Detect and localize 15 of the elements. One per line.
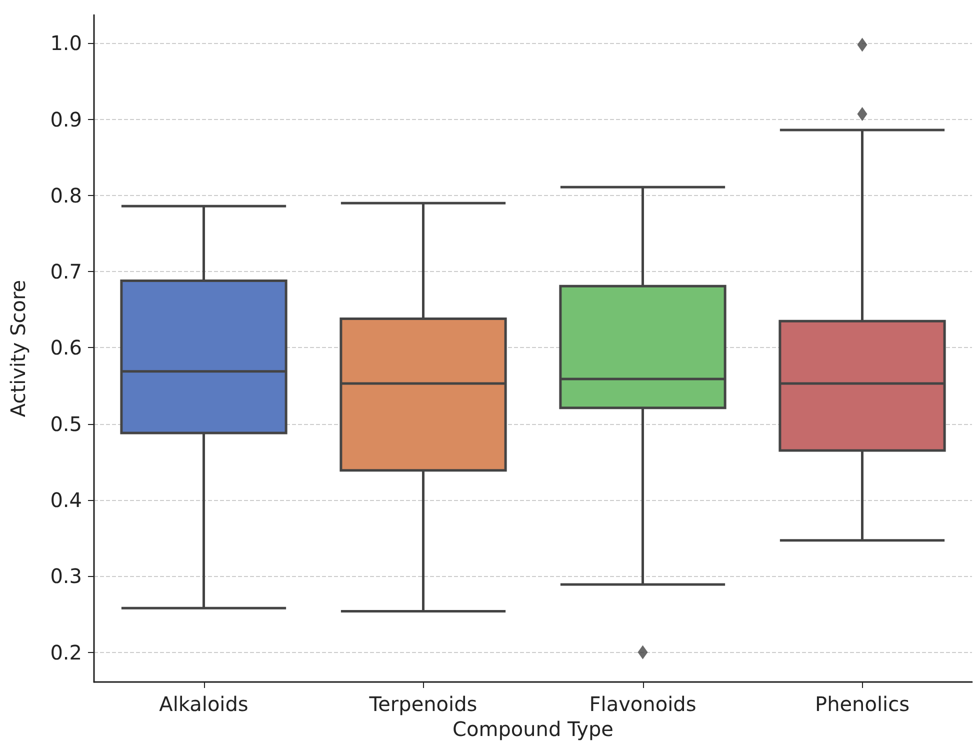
- x-axis-title: Compound Type: [452, 716, 614, 741]
- y-tick-label: 0.3: [50, 564, 82, 588]
- y-tick-label: 0.7: [50, 260, 82, 284]
- y-tick-label: 0.9: [50, 107, 82, 132]
- y-tick-label: 0.6: [50, 336, 82, 360]
- y-tick-label: 0.8: [50, 183, 82, 208]
- y-tick-label: 0.5: [50, 412, 82, 436]
- x-tick-label: Terpenoids: [368, 692, 478, 716]
- y-tick-label: 0.2: [50, 640, 82, 664]
- x-tick-label: Alkaloids: [159, 692, 248, 716]
- y-tick-label: 0.4: [50, 488, 82, 512]
- x-tick-label: Phenolics: [815, 692, 910, 716]
- y-axis-title: Activity Score: [6, 280, 30, 418]
- y-tick-label: 1.0: [50, 31, 82, 56]
- x-tick-label: Flavonoids: [589, 692, 696, 716]
